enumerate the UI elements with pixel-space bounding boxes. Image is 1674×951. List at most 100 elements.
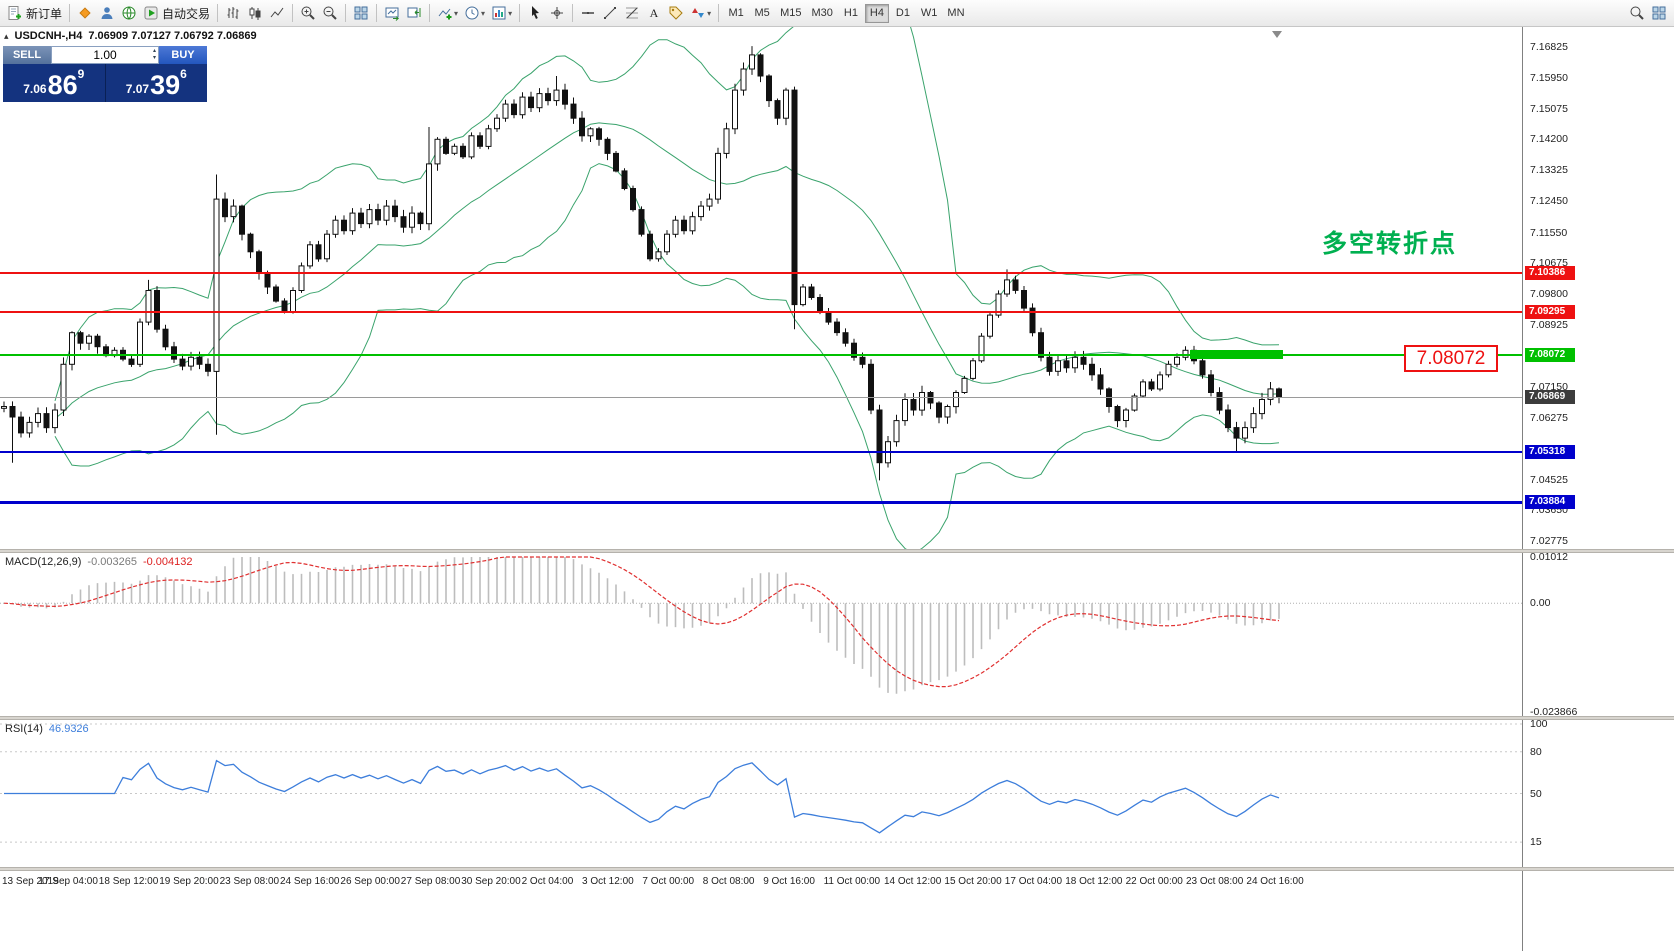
buy-button[interactable]: BUY [159, 46, 207, 64]
panel-splitter[interactable] [0, 716, 1674, 720]
bear-candle [1038, 332, 1044, 358]
bear-candle [1089, 363, 1095, 376]
chart-shift-button[interactable] [403, 2, 425, 24]
toolbar-separator [572, 4, 574, 22]
rsi-scale-label: 80 [1530, 745, 1542, 758]
rsi-chart [0, 723, 1522, 843]
bear-candle [460, 145, 466, 158]
hline-icon [580, 5, 596, 21]
price-scale-tick: 7.15950 [1530, 71, 1568, 84]
globe-icon [121, 5, 137, 21]
time-axis-label: 22 Oct 00:00 [1125, 876, 1183, 887]
bar-chart-button[interactable] [222, 2, 244, 24]
line-chart-button[interactable] [266, 2, 288, 24]
horizontal-line-object[interactable] [0, 450, 1522, 453]
panel-splitter[interactable] [0, 549, 1674, 553]
bear-candle [1021, 290, 1027, 309]
tile-windows-button[interactable] [350, 2, 372, 24]
price-level-textbox[interactable]: 7.08072 [1404, 345, 1498, 372]
price-scale-tick: 7.15075 [1530, 102, 1568, 115]
bear-candle [358, 212, 364, 225]
rsi-panel[interactable]: RSI(14) 46.9326 [0, 720, 1522, 867]
signals-button[interactable] [96, 2, 118, 24]
timeframe-d1-button[interactable]: D1 [895, 7, 910, 19]
cursor-button[interactable] [524, 2, 546, 24]
toolbar-search-button[interactable] [1626, 2, 1648, 24]
fibonacci-button[interactable] [621, 2, 643, 24]
label-icon [668, 5, 684, 21]
horizontal-line-object[interactable] [0, 272, 1522, 275]
timeframe-w1-button[interactable]: W1 [920, 7, 938, 19]
horizontal-line-object[interactable] [0, 310, 1522, 313]
bull-candle [587, 128, 594, 137]
spinner-up-icon[interactable]: ▴ [152, 48, 156, 54]
periods-button[interactable]: ▾ [461, 2, 488, 24]
symbol-info: ▴ USDCNH-,H4 7.06909 7.07127 7.06792 7.0… [4, 30, 257, 42]
auto-scroll-button[interactable] [381, 2, 403, 24]
bear-candle [341, 219, 347, 232]
timeframe-m5-button[interactable]: M5 [754, 7, 770, 19]
macd-scale-label: -0.023866 [1530, 706, 1578, 718]
bull-candle [1250, 413, 1257, 429]
price-line-badge: 7.10386 [1525, 266, 1575, 281]
time-axis[interactable]: 13 Sep 2019 17 Sep 04:00 18 Sep 12:00 19 Se… [0, 871, 1522, 895]
autotrading-button-label: 自动交易 [162, 6, 211, 21]
zoom-out-button[interactable] [319, 2, 341, 24]
timeframe-m15-button[interactable]: M15 [780, 7, 802, 19]
bull-candle [961, 377, 968, 393]
buy-quote[interactable]: 7.07 39 6 [125, 67, 187, 100]
time-axis-label: 11 Oct 00:00 [823, 876, 881, 887]
indicators-button[interactable]: ▾ [434, 2, 461, 24]
horizontal-line-object[interactable] [0, 353, 1522, 356]
text-button[interactable]: A [643, 2, 665, 24]
label-button[interactable] [665, 2, 687, 24]
templates-button[interactable]: ▾ [488, 2, 515, 24]
dropdown-caret-icon: ▾ [508, 8, 513, 18]
bear-candle [477, 135, 483, 147]
timeframe-h1-button[interactable]: H1 [843, 7, 858, 19]
horizontal-line-button[interactable] [577, 2, 599, 24]
community-button[interactable] [118, 2, 140, 24]
timeframe-mn-button[interactable]: MN [947, 7, 965, 19]
zoom-in-button[interactable] [297, 2, 319, 24]
timeframe-h4-button[interactable]: H4 [864, 3, 889, 23]
rsi-scale-label: 15 [1530, 836, 1542, 849]
volume-spinner[interactable]: ▴ ▾ [153, 48, 156, 62]
spinner-down-icon[interactable]: ▾ [152, 55, 156, 61]
bear-candle [171, 346, 177, 360]
bear-candle [247, 233, 254, 253]
trendline-button[interactable] [599, 2, 621, 24]
bull-candle [69, 332, 75, 365]
autotrading-icon [143, 5, 159, 21]
volume-input[interactable]: 1.00 ▴ ▾ [51, 46, 159, 64]
new-order-button[interactable]: 新订单 [4, 2, 65, 24]
timeframe-m1-button[interactable]: M1 [728, 7, 744, 19]
candlestick-chart-button[interactable] [244, 2, 266, 24]
bear-candle [417, 212, 424, 225]
bear-candle [273, 286, 279, 302]
mql5-market-button[interactable] [74, 2, 96, 24]
template-icon [491, 5, 507, 21]
bear-candle [1199, 360, 1206, 376]
highlighted-line-segment[interactable] [1190, 350, 1283, 360]
sell-quote[interactable]: 7.06 86 9 [3, 64, 106, 102]
bull-candle [800, 286, 806, 306]
autotrading-button[interactable]: 自动交易 [140, 2, 213, 24]
price-scale[interactable]: 7.16825 7.15950 7.15075 7.14200 7.13325 7.124… [1522, 27, 1674, 951]
sell-button[interactable]: SELL [3, 46, 51, 64]
timeframe-m30-button[interactable]: M30 [811, 7, 833, 19]
price-chart-panel[interactable]: ▴ USDCNH-,H4 7.06909 7.07127 7.06792 7.0… [0, 27, 1522, 549]
bull-candle [383, 205, 390, 221]
crosshair-button[interactable] [546, 2, 568, 24]
horizontal-line-object[interactable] [0, 500, 1522, 504]
time-axis-label: 17 Sep 04:00 [38, 876, 98, 887]
panel-splitter[interactable] [0, 867, 1674, 871]
chart-shift-marker-icon[interactable] [1272, 31, 1282, 38]
shapes-button[interactable]: ▾ [687, 2, 714, 24]
macd-panel[interactable]: MACD(12,26,9) -0.003265 -0.004132 [0, 553, 1522, 716]
collapse-arrow-icon[interactable]: ▴ [4, 30, 9, 41]
candlestick-chart[interactable] [0, 27, 1522, 549]
bollinger-upper-band [54, 27, 1280, 402]
toolbar-windows-button[interactable] [1648, 2, 1670, 24]
